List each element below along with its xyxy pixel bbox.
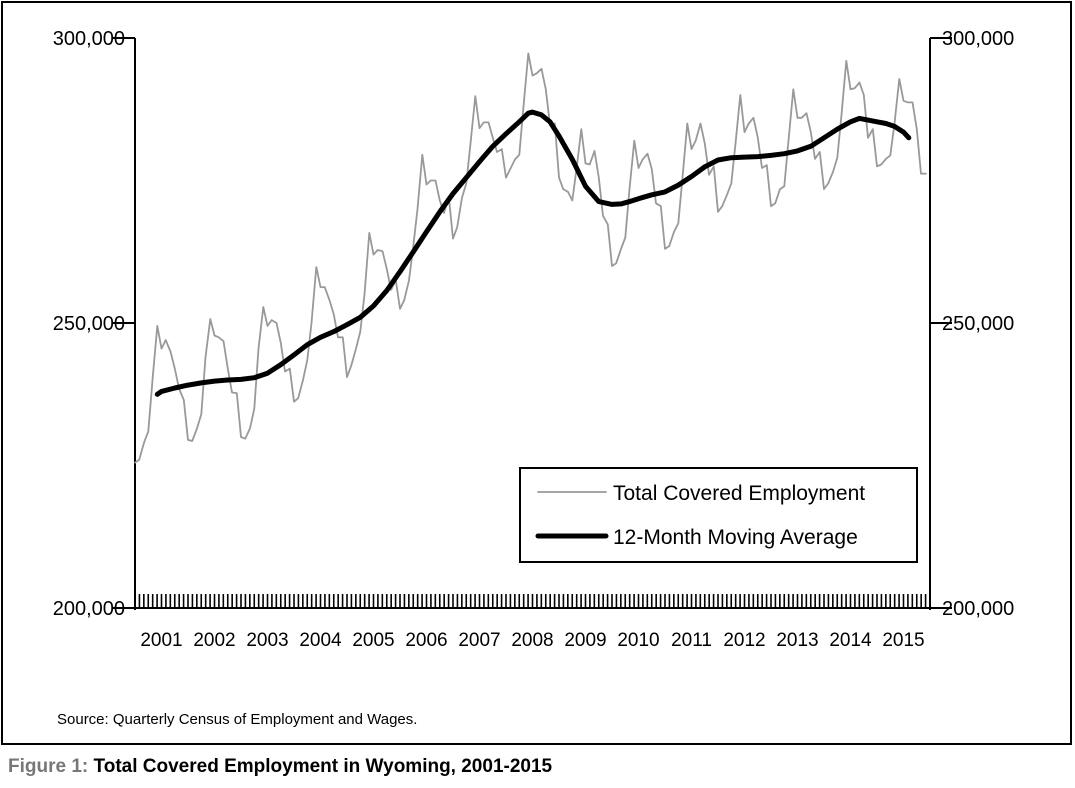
- x-tick-label: 2013: [776, 630, 818, 651]
- caption-title: Total Covered Employment in Wyoming, 200…: [93, 756, 553, 777]
- x-tick-label: 2001: [140, 630, 182, 651]
- x-tick-label: 2014: [829, 630, 872, 651]
- x-tick-label: 2011: [671, 630, 712, 651]
- x-tick-label: 2010: [617, 630, 659, 651]
- x-tick-label: 2007: [458, 630, 500, 651]
- caption-prefix: Figure 1:: [8, 756, 94, 777]
- y-tick-label-left: 300,000: [53, 28, 125, 50]
- series-line-moving-average: [154, 109, 912, 397]
- y-tick-label-right: 200,000: [942, 598, 1014, 620]
- y-tick-label-right: 300,000: [942, 28, 1014, 50]
- legend-label: 12-Month Moving Average: [613, 526, 858, 549]
- x-tick-label: 2003: [246, 630, 288, 651]
- x-tick-label: 2002: [193, 630, 235, 651]
- x-tick-label: 2008: [511, 630, 553, 651]
- plot-area: 200,000 200,000 250,000 250,000 300,000 300,0…: [53, 28, 1015, 651]
- x-tick-label: 2015: [882, 630, 924, 651]
- figure-caption: Figure 1: Total Covered Employment in Wy…: [8, 756, 552, 778]
- x-tick-label: 2012: [723, 630, 765, 651]
- y-tick-label-left: 200,000: [53, 598, 125, 620]
- legend-box: [519, 467, 918, 563]
- legend-label: Total Covered Employment: [613, 482, 865, 505]
- x-tick-label: 2009: [564, 630, 606, 651]
- x-tick-label: 2006: [405, 630, 447, 651]
- x-tick-label: 2004: [299, 630, 342, 651]
- employment-chart: 200,000 200,000 250,000 250,000 300,000 300,0…: [53, 28, 1015, 651]
- figure-frame: [1, 1, 1072, 745]
- y-tick-label-right: 250,000: [942, 313, 1014, 335]
- series-line-total-covered-employment: [134, 52, 927, 464]
- source-note: Source: Quarterly Census of Employment a…: [57, 711, 418, 728]
- y-tick-label-left: 250,000: [53, 313, 125, 335]
- x-tick-label: 2005: [352, 630, 394, 651]
